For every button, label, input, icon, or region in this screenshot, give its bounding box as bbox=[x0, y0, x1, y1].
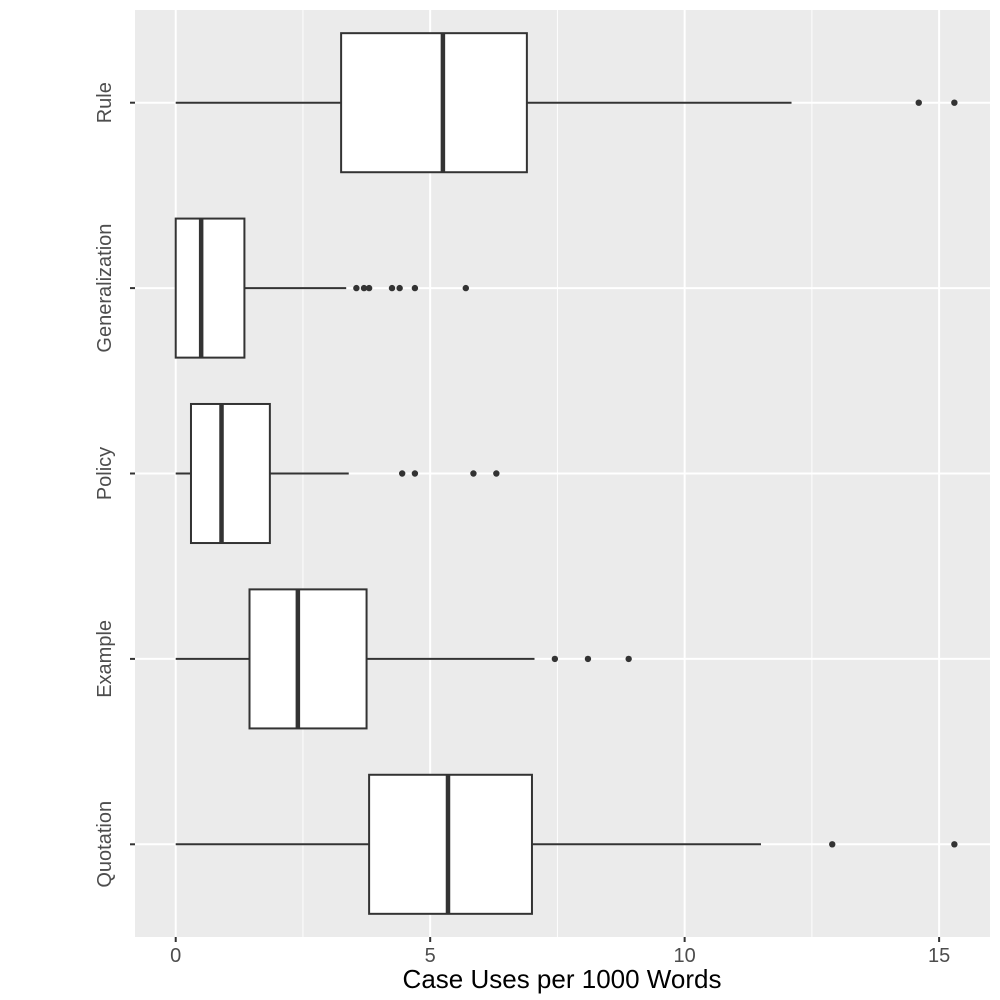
outlier-point bbox=[353, 284, 360, 292]
outlier-point bbox=[551, 655, 559, 663]
y-axis: Quotation Example Policy Generalization Rule bbox=[94, 82, 135, 888]
x-tick-label: 15 bbox=[928, 945, 950, 967]
box-generalization bbox=[174, 217, 470, 359]
x-tick-label: 0 bbox=[170, 945, 181, 967]
outlier-point bbox=[625, 655, 632, 663]
outlier-point bbox=[411, 284, 419, 292]
box-series bbox=[174, 32, 958, 915]
outlier-point bbox=[365, 284, 373, 292]
iqr-box bbox=[368, 773, 533, 915]
outlier-point bbox=[396, 284, 403, 292]
outlier-point bbox=[388, 284, 396, 292]
x-tick-label: 10 bbox=[674, 945, 696, 967]
box-policy bbox=[175, 402, 500, 545]
y-tick-label: Rule bbox=[94, 82, 116, 123]
outlier-point bbox=[951, 841, 958, 848]
outlier-point bbox=[584, 655, 592, 663]
x-axis: 0 5 10 15 bbox=[170, 937, 950, 967]
outlier-point bbox=[398, 470, 406, 477]
iqr-box bbox=[174, 217, 246, 359]
x-axis-title: Case Uses per 1000 Words bbox=[403, 964, 722, 994]
box-quotation bbox=[175, 773, 958, 915]
y-tick-label: Policy bbox=[94, 447, 116, 500]
outlier-point bbox=[360, 284, 368, 292]
box-example bbox=[175, 588, 632, 730]
iqr-box bbox=[340, 32, 528, 174]
outlier-point bbox=[462, 284, 470, 292]
y-tick-label: Example bbox=[94, 620, 116, 698]
iqr-box bbox=[248, 588, 368, 730]
iqr-box bbox=[189, 402, 271, 545]
outlier-point bbox=[829, 841, 836, 848]
y-tick-label: Generalization bbox=[94, 224, 116, 353]
outlier-point bbox=[915, 99, 922, 106]
outlier-point bbox=[493, 470, 500, 477]
y-tick-label: Quotation bbox=[94, 801, 116, 888]
x-tick-label: 5 bbox=[425, 945, 436, 967]
box-rule bbox=[175, 32, 958, 174]
outlier-point bbox=[470, 470, 477, 477]
outlier-point bbox=[951, 99, 958, 106]
outlier-point bbox=[411, 470, 419, 477]
